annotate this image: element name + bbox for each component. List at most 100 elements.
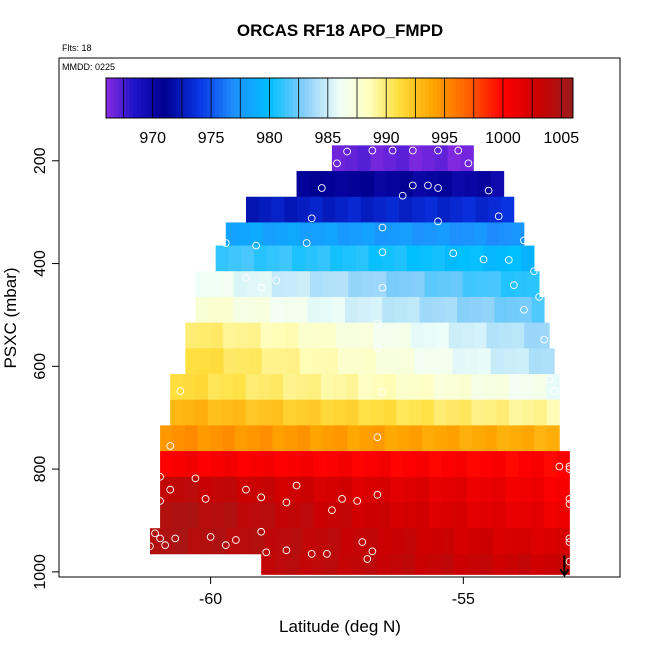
heatmap-cell — [335, 171, 349, 198]
sample-point — [156, 472, 164, 481]
heatmap-cell — [197, 322, 211, 349]
sample-point — [434, 217, 442, 226]
sample-point — [565, 495, 574, 503]
sample-point — [146, 542, 154, 551]
sample-point — [398, 191, 407, 200]
heatmap-cell — [313, 502, 327, 529]
sample-point — [156, 534, 164, 543]
colorbar-tick-label: 985 — [314, 130, 341, 147]
heatmap-cell — [224, 476, 238, 503]
colorbar-segment — [479, 78, 484, 118]
colorbar-segment — [518, 78, 523, 118]
colorbar-tick-label: 995 — [431, 130, 458, 147]
sample-point — [292, 481, 301, 490]
heatmap-cell — [323, 322, 337, 349]
heatmap-cell — [348, 171, 362, 198]
heatmap-cell — [264, 528, 278, 555]
heatmap-cell — [246, 196, 260, 223]
colorbar-segment — [320, 78, 325, 118]
x-tick-label: -55 — [452, 591, 475, 608]
sample-point — [449, 249, 458, 258]
colorbar-segment — [304, 78, 309, 118]
heatmap-cell — [441, 502, 455, 529]
colorbar-border — [105, 77, 574, 119]
colorbar-segment — [502, 78, 508, 118]
heatmap-cell — [451, 171, 466, 198]
heatmap-cell — [287, 222, 301, 246]
heatmap-cell — [325, 348, 339, 375]
heatmap-cell — [260, 322, 274, 349]
heatmap-cell — [399, 196, 413, 223]
colorbar-segment — [249, 78, 255, 118]
heatmap-cell — [433, 374, 447, 401]
heatmap-cell — [292, 245, 306, 272]
heatmap-cell — [338, 348, 352, 375]
sample-point — [454, 146, 463, 155]
heatmap-cell — [337, 222, 351, 246]
heatmap-cell — [368, 245, 382, 272]
heatmap-cell — [283, 374, 297, 401]
heatmap-cell — [188, 528, 202, 555]
colorbar-segment — [109, 78, 115, 118]
heatmap-cell — [386, 196, 400, 223]
heatmap-cell — [467, 476, 481, 503]
colorbar-tick-label: 990 — [373, 130, 400, 147]
heatmap-cell — [295, 374, 309, 401]
heatmap-cell — [500, 271, 515, 298]
heatmap-cell — [198, 451, 212, 478]
colorbar-segment — [386, 78, 391, 118]
heatmap-cell — [383, 145, 397, 172]
heatmap-cell — [471, 399, 485, 426]
heatmap-cell — [374, 171, 388, 198]
sample-point — [317, 184, 326, 192]
heatmap-cell — [493, 528, 507, 555]
colorbar-segment — [429, 78, 434, 118]
heatmap-cell — [439, 171, 453, 198]
sample-point — [565, 434, 574, 443]
heatmap-cell — [220, 374, 234, 401]
heatmap-cell — [310, 271, 324, 298]
colorbar-segment — [421, 78, 426, 118]
heatmap-cell — [348, 271, 362, 298]
colorbar-segment — [514, 78, 520, 118]
heatmap-cell — [428, 451, 442, 478]
heatmap-cell — [302, 528, 316, 555]
heatmap-cell — [259, 425, 273, 452]
colorbar-segment — [452, 78, 457, 118]
heatmap-cell — [486, 322, 500, 349]
heatmap-cell — [505, 528, 520, 555]
date-label: MMDD: 0225 — [62, 62, 115, 72]
heatmap-cell — [453, 553, 468, 575]
heatmap-cell — [490, 171, 505, 198]
heatmap-cell — [172, 502, 187, 529]
heatmap-cell — [434, 425, 448, 452]
heatmap-cell — [505, 451, 519, 478]
colorbar-segment — [409, 78, 414, 118]
heatmap-cell — [437, 222, 450, 246]
sample-point — [408, 181, 417, 190]
heatmap-cell — [488, 196, 502, 223]
colorbar-segment — [261, 78, 267, 118]
heatmap-cell — [412, 222, 425, 246]
heatmap-cell — [249, 451, 263, 478]
colorbar-segment — [444, 78, 449, 118]
heatmap-cell — [450, 271, 464, 298]
heatmap-cell — [207, 399, 221, 426]
colorbar-segment — [125, 78, 130, 118]
colorbar-segment — [211, 78, 216, 118]
heatmap-cell — [556, 451, 570, 478]
heatmap-cells — [149, 145, 570, 575]
colorbar-segment — [351, 78, 356, 118]
heatmap-cell — [441, 451, 455, 478]
heatmap-cell — [461, 222, 475, 246]
sample-point — [550, 387, 559, 395]
heatmap-cell — [249, 502, 263, 529]
sample-point — [565, 538, 574, 546]
heatmap-cell — [372, 425, 386, 452]
colorbar-tick-label: 975 — [198, 130, 225, 147]
x-axis: -60 -55 — [199, 577, 475, 608]
heatmap-cell — [501, 196, 515, 223]
heatmap-cell — [403, 502, 417, 529]
heatmap-cell — [389, 553, 403, 575]
heatmap-cell — [519, 296, 533, 324]
